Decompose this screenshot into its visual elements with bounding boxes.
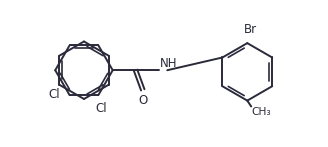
Text: Cl: Cl (95, 102, 107, 115)
Text: O: O (138, 94, 147, 107)
Text: CH₃: CH₃ (251, 107, 271, 117)
Text: NH: NH (160, 57, 177, 70)
Text: Cl: Cl (48, 88, 60, 101)
Text: Br: Br (244, 23, 257, 36)
